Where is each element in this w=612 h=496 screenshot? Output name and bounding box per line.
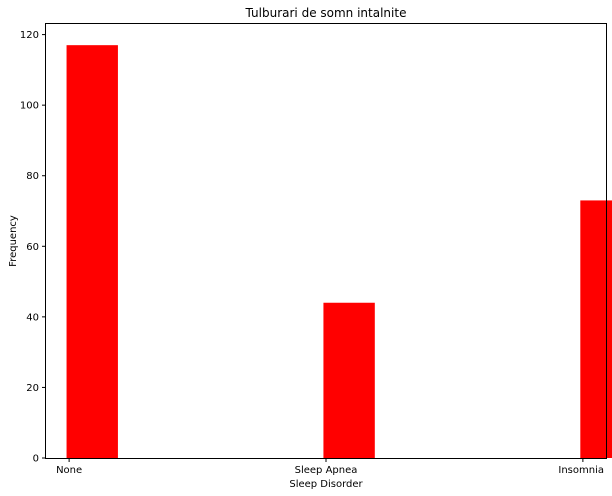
chart-title: Tulburari de somn intalnite xyxy=(245,6,407,20)
x-tick-label: Sleep Apnea xyxy=(295,465,358,476)
y-axis-label: Frequency xyxy=(8,215,19,267)
x-tick-label: Insomnia xyxy=(558,465,604,476)
y-tick-label: 20 xyxy=(26,383,39,394)
y-tick-label: 100 xyxy=(20,101,39,112)
y-tick-label: 0 xyxy=(33,454,39,465)
x-axis-label: Sleep Disorder xyxy=(289,479,363,490)
y-tick-label: 60 xyxy=(26,242,39,253)
x-tick-label: None xyxy=(56,465,82,476)
y-tick-label: 120 xyxy=(20,30,39,41)
y-tick-label: 40 xyxy=(26,312,39,323)
plot-frame xyxy=(45,23,607,459)
y-tick-label: 80 xyxy=(26,171,39,182)
y-axis: 0 20 40 60 80 100 120 xyxy=(20,30,46,465)
bar-insomnia xyxy=(580,200,612,458)
x-axis: None Sleep Apnea Insomnia xyxy=(56,458,604,476)
bar-sleep-apnea xyxy=(323,302,375,458)
bar-none xyxy=(66,45,118,459)
bars-layer xyxy=(66,45,612,459)
